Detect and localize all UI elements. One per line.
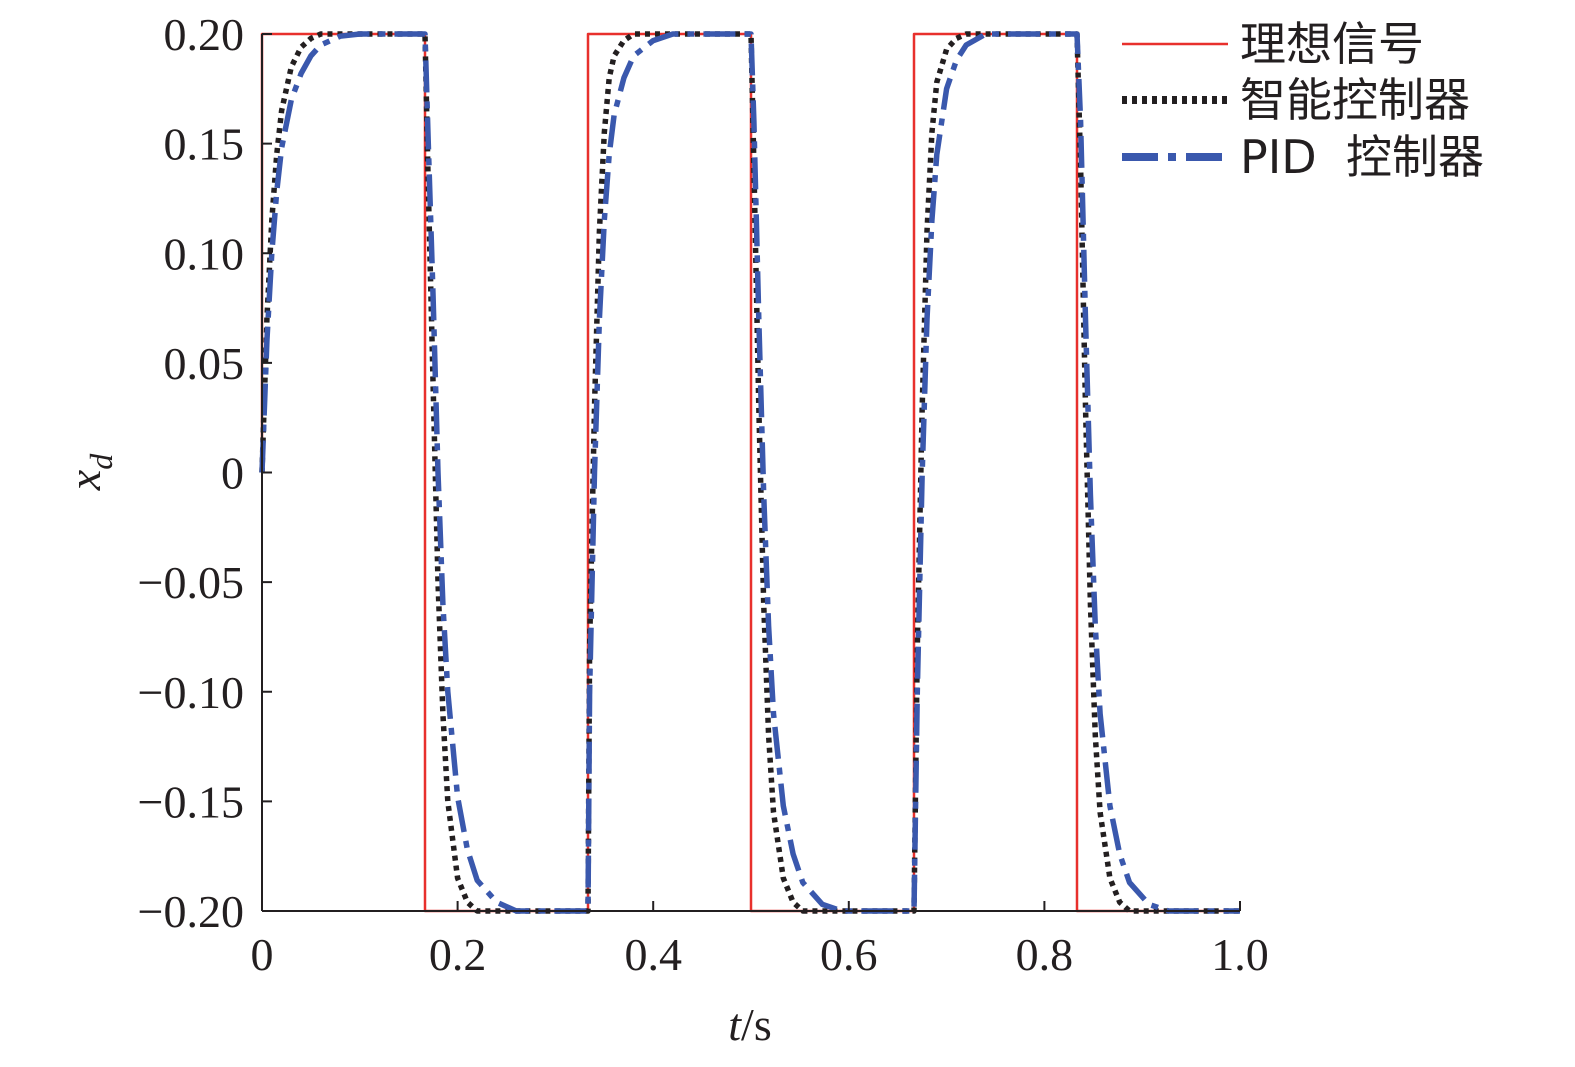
x-tick-label: 0.8	[1016, 929, 1074, 980]
legend-item-smart: 智能控制器	[1122, 73, 1470, 127]
legend-item-pid: PID 控制器	[1122, 130, 1484, 184]
series-line-smart	[259, 31, 1240, 914]
y-tick-label: 0.10	[164, 228, 245, 279]
x-tick-label: 0.4	[624, 929, 682, 980]
legend: 理想信号 智能控制器 PID 控制器	[1122, 17, 1484, 184]
x-ticks: 0 0.2 0.4 0.6 0.8 1.0	[251, 901, 1269, 980]
series-layer	[259, 31, 1240, 914]
series-line-pid	[259, 31, 1240, 914]
x-tick-label: 0	[251, 929, 274, 980]
y-tick-label: −0.15	[138, 776, 244, 827]
x-tick-label: 0.6	[820, 929, 878, 980]
x-axis-label: t/s	[728, 999, 771, 1050]
y-axis-label: xd	[59, 453, 119, 491]
y-tick-label: 0	[221, 448, 244, 499]
legend-label-smart: 智能控制器	[1240, 73, 1470, 127]
y-tick-label: 0.20	[164, 9, 245, 60]
y-tick-label: 0.05	[164, 338, 245, 389]
legend-label-ideal: 理想信号	[1240, 17, 1424, 71]
y-tick-label: −0.20	[138, 886, 244, 937]
x-tick-label: 1.0	[1211, 929, 1269, 980]
y-tick-label: −0.05	[138, 557, 244, 608]
legend-label-pid: PID 控制器	[1240, 130, 1484, 184]
x-tick-label: 0.2	[429, 929, 487, 980]
legend-item-ideal: 理想信号	[1122, 17, 1424, 71]
y-tick-label: 0.15	[164, 119, 245, 170]
y-tick-label: −0.10	[138, 667, 244, 718]
y-ticks: 0.20 0.15 0.10 0.05 0 −0.05 −0.10 −0.15 −0.20	[138, 9, 272, 937]
